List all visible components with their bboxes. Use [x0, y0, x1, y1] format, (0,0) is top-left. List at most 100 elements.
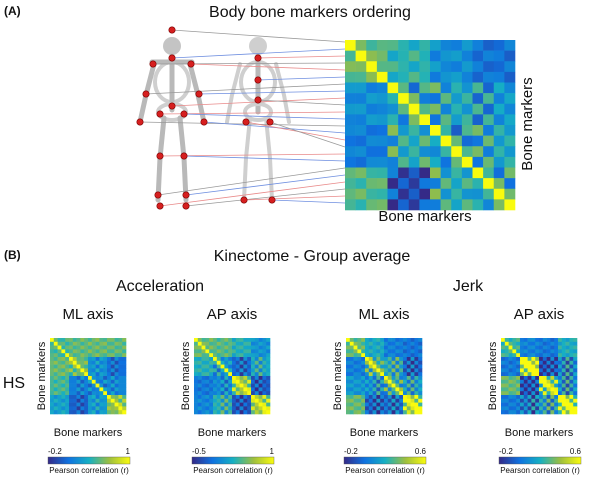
- heatmap-cell: [213, 398, 218, 403]
- heatmap-cell: [520, 398, 525, 403]
- heatmap-cell: [561, 376, 566, 381]
- heatmap-cell: [472, 114, 484, 126]
- heatmap-cell: [546, 395, 551, 400]
- heatmap-cell: [550, 364, 555, 369]
- heatmap-cell: [209, 406, 214, 411]
- heatmap-cell: [254, 353, 259, 358]
- heatmap-cell: [365, 379, 370, 384]
- heatmap-cell: [384, 360, 389, 365]
- heatmap-cell: [512, 387, 517, 392]
- heatmap-cell: [461, 50, 473, 62]
- heatmap-cell: [561, 379, 566, 384]
- heatmap-cell: [72, 345, 77, 350]
- heatmap-cell: [365, 368, 370, 373]
- heatmap-cell: [114, 349, 119, 354]
- heatmap-cell: [254, 349, 259, 354]
- heatmap-cell: [504, 199, 516, 211]
- heatmap-cell: [408, 103, 420, 115]
- heatmap-cell: [380, 402, 385, 407]
- heatmap-cell: [361, 402, 366, 407]
- heatmap-cell: [376, 167, 388, 179]
- heatmap-cell: [387, 360, 392, 365]
- heatmap-cell: [391, 368, 396, 373]
- heatmap-cell: [372, 372, 377, 377]
- heatmap-cell: [573, 398, 578, 403]
- marker-link: [139, 121, 346, 127]
- heatmap-cell: [243, 391, 248, 396]
- heatmap-cell: [391, 379, 396, 384]
- heatmap-cell: [565, 368, 570, 373]
- heatmap-cell: [558, 372, 563, 377]
- heatmap-cell: [516, 372, 521, 377]
- heatmap-cell: [550, 349, 555, 354]
- heatmap-cell: [440, 61, 452, 73]
- heatmap-cell: [569, 376, 574, 381]
- heatmap-cell: [239, 372, 244, 377]
- heatmap-cell: [403, 360, 408, 365]
- heatmap-cell: [72, 387, 77, 392]
- heatmap-cell: [539, 379, 544, 384]
- heatmap-cell: [531, 391, 536, 396]
- heatmap-cell: [366, 50, 378, 62]
- heatmap-cell: [349, 395, 354, 400]
- heatmap-cell: [251, 376, 256, 381]
- heatmap-cell: [84, 372, 89, 377]
- heatmap-cell: [355, 61, 367, 73]
- heatmap-cell: [406, 364, 411, 369]
- heatmap-cell: [387, 376, 392, 381]
- heatmap-cell: [349, 368, 354, 373]
- heatmap-cell: [99, 364, 104, 369]
- heatmap-cell: [213, 402, 218, 407]
- x-label: Bone markers: [198, 427, 267, 439]
- heatmap-cell: [573, 391, 578, 396]
- heatmap-cell: [520, 338, 525, 343]
- heatmap-cell: [114, 410, 119, 415]
- heatmap-cell: [201, 338, 206, 343]
- heatmap-cell: [197, 379, 202, 384]
- heatmap-cell: [501, 353, 506, 358]
- heatmap-cell: [239, 353, 244, 358]
- heatmap-cell: [205, 357, 210, 362]
- heatmap-cell: [504, 372, 509, 377]
- heatmap-cell: [523, 368, 528, 373]
- marker: [240, 196, 248, 204]
- heatmap-cell: [512, 353, 517, 358]
- heatmap-cell: [399, 383, 404, 388]
- heatmap-cell: [99, 406, 104, 411]
- heatmap-cell: [376, 353, 381, 358]
- heatmap-cell: [251, 379, 256, 384]
- heatmap-cell: [542, 398, 547, 403]
- heatmap-cell: [201, 410, 206, 415]
- heatmap-cell: [550, 353, 555, 358]
- heatmap-cell: [355, 50, 367, 62]
- heatmap-cell: [355, 103, 367, 115]
- heatmap-cell: [440, 71, 452, 83]
- heatmap-cell: [451, 188, 463, 200]
- heatmap-cell: [408, 167, 420, 179]
- heatmap-cell: [349, 349, 354, 354]
- marker-link: [257, 76, 346, 81]
- heatmap-cell: [88, 338, 93, 343]
- heatmap-cell: [366, 40, 378, 51]
- heatmap-cell: [508, 391, 513, 396]
- heatmap-cell: [80, 357, 85, 362]
- heatmap-cell: [414, 341, 419, 346]
- heatmap-cell: [122, 360, 127, 365]
- heatmap-cell: [254, 402, 259, 407]
- heatmap-cell: [403, 368, 408, 373]
- marker-link: [257, 99, 346, 106]
- heatmap-cell: [380, 345, 385, 350]
- plot-title: ML axis: [358, 306, 409, 323]
- heatmap-cell: [110, 364, 115, 369]
- heatmap-cell: [80, 372, 85, 377]
- heatmap-cell: [103, 368, 108, 373]
- marker: [149, 60, 157, 68]
- heatmap-cell: [410, 410, 415, 415]
- heatmap-cell: [546, 383, 551, 388]
- heatmap-cell: [110, 387, 115, 392]
- heatmap-cell: [527, 353, 532, 358]
- heatmap-cell: [357, 338, 362, 343]
- heatmap-cell: [88, 353, 93, 358]
- marker: [168, 26, 176, 34]
- heatmap-cell: [361, 372, 366, 377]
